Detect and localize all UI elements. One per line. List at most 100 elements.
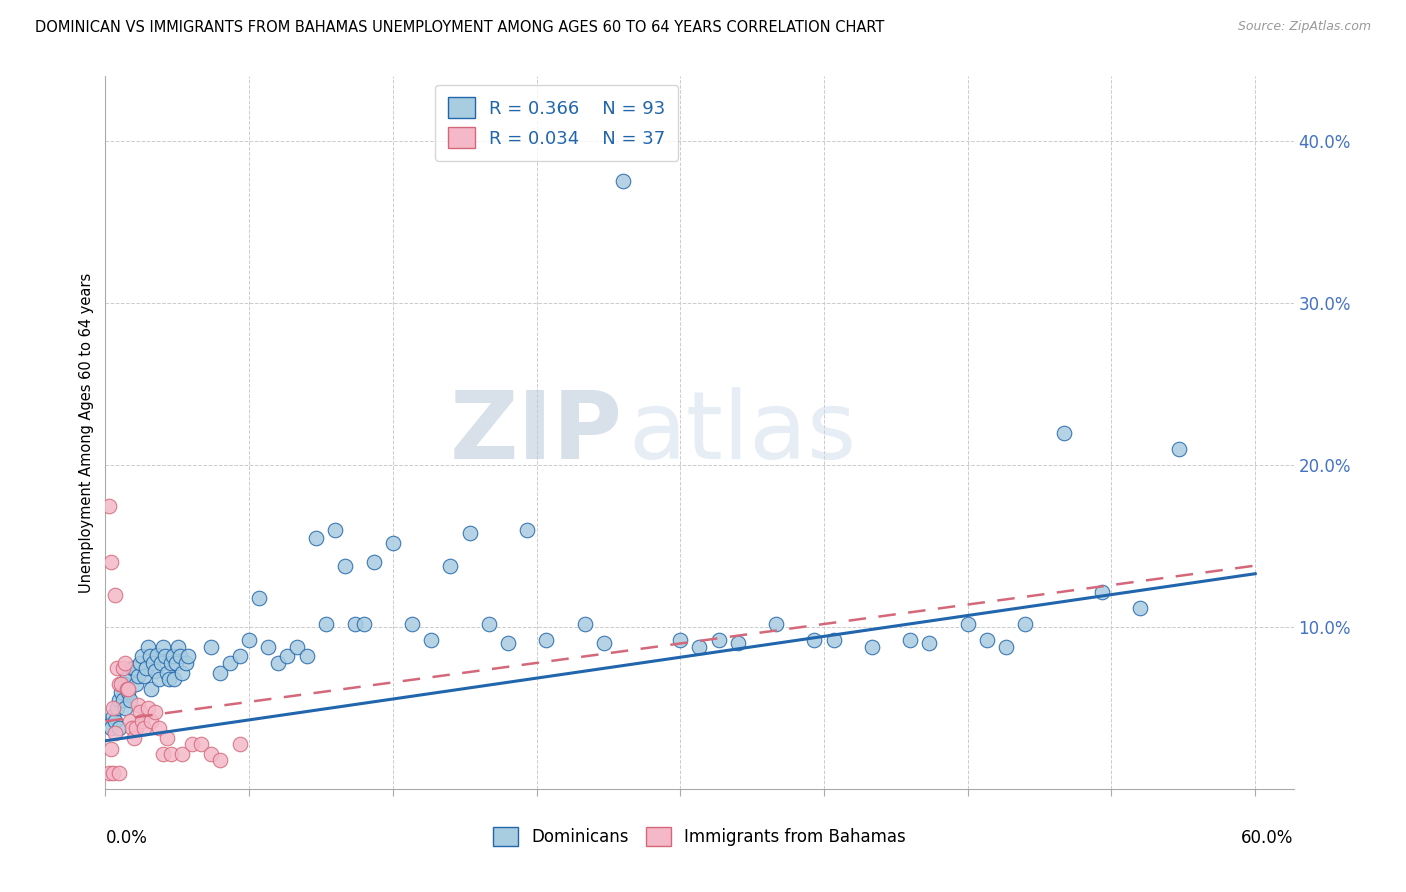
Point xyxy=(165,656,187,670)
Point xyxy=(131,714,153,729)
Point xyxy=(148,721,170,735)
Point xyxy=(143,664,166,678)
Point xyxy=(174,656,197,670)
Point xyxy=(143,705,166,719)
Point xyxy=(363,555,385,569)
Point xyxy=(105,701,128,715)
Point xyxy=(200,640,222,654)
Point xyxy=(209,753,232,767)
Point xyxy=(114,701,136,715)
Point xyxy=(142,656,165,670)
Point xyxy=(162,649,184,664)
Point xyxy=(105,661,128,675)
Point xyxy=(132,721,155,735)
Point xyxy=(689,640,711,654)
Point xyxy=(1091,584,1114,599)
Point xyxy=(803,633,825,648)
Point xyxy=(122,661,145,675)
Point xyxy=(129,705,152,719)
Point xyxy=(117,681,139,696)
Point xyxy=(458,526,481,541)
Point xyxy=(114,677,136,691)
Point xyxy=(138,649,160,664)
Point xyxy=(228,737,250,751)
Point xyxy=(1129,600,1152,615)
Point xyxy=(534,633,557,648)
Point xyxy=(100,555,122,569)
Point xyxy=(159,747,181,761)
Point xyxy=(285,640,308,654)
Point xyxy=(295,649,318,664)
Text: 60.0%: 60.0% xyxy=(1241,829,1294,847)
Point xyxy=(860,640,883,654)
Point xyxy=(305,531,328,545)
Point xyxy=(117,685,139,699)
Point xyxy=(401,617,423,632)
Point xyxy=(114,656,136,670)
Point xyxy=(152,640,174,654)
Point xyxy=(157,672,180,686)
Point xyxy=(333,558,356,573)
Point xyxy=(104,588,127,602)
Point xyxy=(141,681,163,696)
Legend: Dominicans, Immigrants from Bahamas: Dominicans, Immigrants from Bahamas xyxy=(486,820,912,853)
Text: 0.0%: 0.0% xyxy=(105,829,148,847)
Point xyxy=(516,523,538,537)
Text: ZIP: ZIP xyxy=(450,386,623,479)
Point xyxy=(219,656,242,670)
Point xyxy=(1167,442,1189,456)
Point xyxy=(104,725,127,739)
Point xyxy=(276,649,298,664)
Point xyxy=(159,656,181,670)
Point xyxy=(169,649,191,664)
Point xyxy=(148,672,170,686)
Point xyxy=(976,633,998,648)
Point xyxy=(98,499,121,513)
Point xyxy=(956,617,979,632)
Point xyxy=(574,617,596,632)
Point xyxy=(156,665,179,680)
Point xyxy=(108,693,131,707)
Point xyxy=(120,693,142,707)
Point xyxy=(120,714,142,729)
Text: DOMINICAN VS IMMIGRANTS FROM BAHAMAS UNEMPLOYMENT AMONG AGES 60 TO 64 YEARS CORR: DOMINICAN VS IMMIGRANTS FROM BAHAMAS UNE… xyxy=(35,20,884,35)
Point xyxy=(121,661,143,675)
Point xyxy=(125,677,148,691)
Point xyxy=(325,523,347,537)
Point xyxy=(136,701,159,715)
Point xyxy=(381,536,404,550)
Point xyxy=(136,640,159,654)
Point xyxy=(898,633,921,648)
Point xyxy=(420,633,443,648)
Point xyxy=(150,656,173,670)
Point xyxy=(209,665,232,680)
Point xyxy=(108,677,131,691)
Point xyxy=(111,693,134,707)
Point xyxy=(257,640,280,654)
Text: atlas: atlas xyxy=(628,386,856,479)
Point xyxy=(1052,425,1074,440)
Point xyxy=(98,766,121,780)
Point xyxy=(172,747,194,761)
Text: Source: ZipAtlas.com: Source: ZipAtlas.com xyxy=(1237,20,1371,33)
Point xyxy=(122,731,145,745)
Point xyxy=(496,636,519,650)
Point xyxy=(727,636,749,650)
Point xyxy=(707,633,730,648)
Point xyxy=(172,665,194,680)
Point xyxy=(146,648,169,662)
Point xyxy=(353,617,375,632)
Point xyxy=(156,731,179,745)
Point xyxy=(167,640,190,654)
Point xyxy=(115,669,138,683)
Point xyxy=(153,649,176,664)
Point xyxy=(101,701,124,715)
Point xyxy=(267,656,290,670)
Point xyxy=(228,649,250,664)
Point xyxy=(918,636,941,650)
Point xyxy=(190,737,212,751)
Point xyxy=(108,766,131,780)
Point xyxy=(125,721,148,735)
Point xyxy=(152,747,174,761)
Point xyxy=(1014,617,1036,632)
